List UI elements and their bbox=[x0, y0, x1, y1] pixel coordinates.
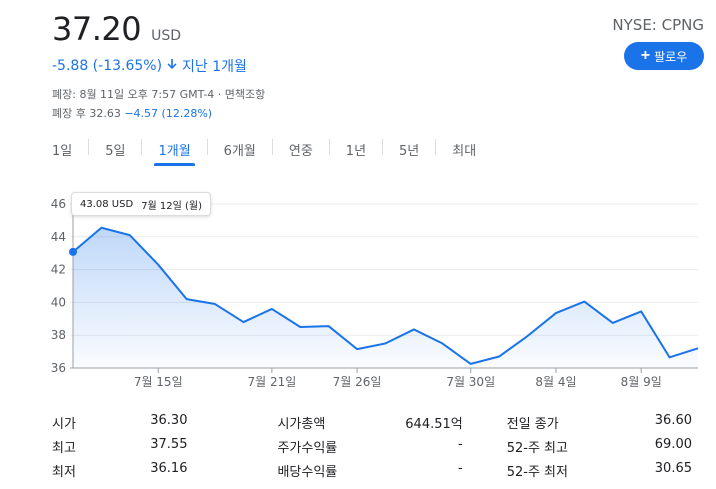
currency-label: USD bbox=[151, 28, 182, 44]
tab-range-5[interactable]: 1년 bbox=[345, 144, 367, 159]
stat-value: 36.16 bbox=[150, 460, 188, 476]
stat-value: - bbox=[458, 460, 463, 476]
stat-cell: 최고 37.55 bbox=[52, 437, 187, 456]
tab-range-2[interactable]: 1개월 bbox=[154, 136, 195, 166]
tab-range-0[interactable]: 1일 bbox=[52, 144, 73, 159]
stat-label: 최저 bbox=[52, 464, 76, 480]
stat-cell: 52-주 최저 30.65 bbox=[507, 461, 692, 480]
stat-cell: 최저 36.16 bbox=[52, 461, 187, 480]
stat-cell: 전일 종가 36.60 bbox=[507, 413, 692, 432]
stat-label: 주가수익률 bbox=[277, 440, 338, 456]
y-tick-label: 46 bbox=[51, 197, 66, 211]
plus-icon: + bbox=[640, 47, 651, 64]
stats-table: 시가 36.30 시가총액 644.51억 전일 종가 36.60 최고 37.55 주가수익률… bbox=[52, 410, 692, 482]
tab-divider bbox=[271, 139, 273, 155]
after-hours-price: 폐장 후 32.63 bbox=[52, 107, 121, 120]
y-tick-label: 36 bbox=[51, 361, 66, 375]
tab-range-3[interactable]: 6개월 bbox=[223, 144, 256, 159]
stats-row: 최저 36.16 배당수익률 - 52-주 최저 30.65 bbox=[52, 458, 692, 482]
stat-value: - bbox=[458, 436, 463, 452]
area-fill bbox=[73, 227, 698, 368]
stat-cell: 시가 36.30 bbox=[52, 413, 187, 432]
chart-tooltip: 43.08 USD 7월 12일 (월) bbox=[71, 192, 212, 216]
tab-range-1[interactable]: 5일 bbox=[105, 144, 126, 159]
stat-cell: 주가수익률 - bbox=[277, 437, 462, 456]
price-chart[interactable]: 46 44 42 40 38 36 7월 15일 7월 21일 7월 26일 7월 30일 8월 … bbox=[0, 188, 716, 398]
x-tick-label: 8월 4일 bbox=[535, 375, 576, 389]
stat-cell: 배당수익률 - bbox=[277, 461, 462, 480]
tab-divider bbox=[382, 139, 384, 155]
stat-value: 644.51억 bbox=[405, 416, 463, 432]
y-tick-label: 40 bbox=[51, 295, 66, 309]
tooltip-value: 43.08 USD bbox=[80, 198, 134, 210]
price-change-row: -5.88 (-13.65%) 지난 1개월 bbox=[52, 56, 247, 76]
stats-row: 시가 36.30 시가총액 644.51억 전일 종가 36.60 bbox=[52, 410, 692, 434]
tab-divider bbox=[141, 139, 143, 155]
stat-value: 37.55 bbox=[150, 436, 188, 452]
stat-label: 전일 종가 bbox=[506, 416, 559, 432]
tab-divider bbox=[88, 139, 90, 155]
tab-range-6[interactable]: 5년 bbox=[399, 144, 420, 159]
price-row: 37.20 USD bbox=[52, 10, 181, 48]
x-tick-label: 7월 21일 bbox=[247, 375, 296, 389]
y-tick-label: 44 bbox=[51, 230, 66, 244]
stat-cell: 52-주 최고 69.00 bbox=[507, 437, 692, 456]
tab-range-7[interactable]: 최대 bbox=[452, 144, 477, 159]
stats-row: 최고 37.55 주가수익률 - 52-주 최고 69.00 bbox=[52, 434, 692, 458]
stat-value: 69.00 bbox=[654, 436, 692, 452]
stat-value: 36.60 bbox=[654, 412, 692, 428]
stat-label: 배당수익률 bbox=[277, 464, 338, 480]
tab-divider bbox=[435, 139, 437, 155]
x-tick-label: 8월 9일 bbox=[621, 375, 662, 389]
x-tick-label: 7월 30일 bbox=[446, 375, 495, 389]
follow-label: 팔로우 bbox=[654, 49, 688, 64]
market-closed-text[interactable]: 폐장: 8월 11일 오후 7:57 GMT-4 · 면책조항 bbox=[52, 88, 266, 101]
tab-range-4[interactable]: 연중 bbox=[288, 144, 313, 159]
stat-label: 시가총액 bbox=[277, 416, 326, 432]
after-hours: 폐장 후 32.63 −4.57 (12.28%) bbox=[52, 105, 212, 121]
arrow-down-icon bbox=[166, 58, 178, 74]
range-tabs: 1일 5일 1개월 6개월 연중 1년 5년 최대 bbox=[52, 136, 477, 166]
y-tick-label: 42 bbox=[51, 263, 66, 277]
change-period: 지난 1개월 bbox=[182, 59, 247, 75]
price-line bbox=[72, 226, 699, 365]
price-change: -5.88 (-13.65%) bbox=[52, 58, 163, 74]
stat-label: 52-주 최저 bbox=[506, 464, 568, 480]
exchange-ticker: NYSE: CPNG bbox=[612, 16, 704, 34]
after-hours-change: −4.57 (12.28%) bbox=[124, 107, 213, 120]
stat-label: 최고 bbox=[52, 440, 76, 456]
stat-value: 30.65 bbox=[654, 460, 692, 476]
current-price: 37.20 bbox=[52, 10, 142, 48]
y-tick-label: 38 bbox=[51, 328, 66, 342]
stat-value: 36.30 bbox=[150, 412, 188, 428]
stat-cell: 시가총액 644.51억 bbox=[277, 413, 462, 432]
stat-label: 시가 bbox=[52, 416, 76, 432]
x-tick-label: 7월 15일 bbox=[134, 375, 183, 389]
tooltip-date: 7월 12일 (월) bbox=[141, 200, 203, 212]
tab-divider bbox=[328, 139, 330, 155]
x-tick-label: 7월 26일 bbox=[333, 375, 382, 389]
stat-label: 52-주 최고 bbox=[506, 440, 568, 456]
tab-divider bbox=[206, 139, 208, 155]
market-status: 폐장: 8월 11일 오후 7:57 GMT-4 · 면책조항 bbox=[52, 86, 265, 102]
data-point bbox=[69, 247, 77, 256]
follow-button[interactable]: + 팔로우 bbox=[624, 42, 704, 70]
